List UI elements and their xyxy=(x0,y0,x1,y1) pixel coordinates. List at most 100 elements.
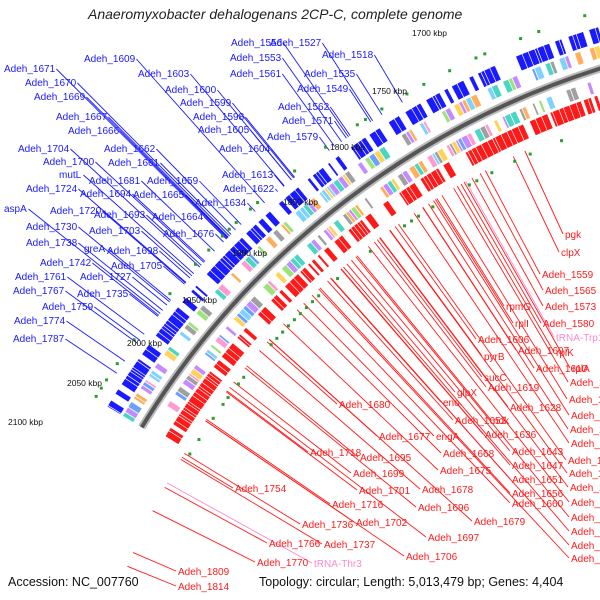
plus-strand-gene xyxy=(432,95,442,110)
minus-strand-gene xyxy=(594,95,600,111)
gc-dot xyxy=(422,82,426,86)
plus-strand-category-mark xyxy=(502,79,513,93)
minus-gene-connector xyxy=(512,156,560,253)
minus-gene-label: Adeh_1620 xyxy=(571,439,600,450)
plus-strand-category-mark xyxy=(487,87,497,100)
plus-strand-gene xyxy=(484,68,496,85)
plus-strand-category-mark xyxy=(508,78,517,91)
plus-strand-category-mark xyxy=(299,207,311,219)
plus-strand-category-mark xyxy=(196,309,209,322)
plus-gene-label: Adeh_1562 xyxy=(278,102,330,113)
minus-strand-category-mark xyxy=(286,261,299,274)
plus-gene-connector xyxy=(163,265,185,285)
plus-strand-gene xyxy=(172,311,187,324)
gc-dot xyxy=(227,227,231,231)
minus-strand-category-mark xyxy=(414,163,424,176)
minus-gene-label: rplA xyxy=(572,364,590,375)
minus-gene-connector xyxy=(180,459,323,545)
minus-strand-category-mark xyxy=(532,103,539,116)
minus-strand-category-mark xyxy=(519,108,527,121)
minus-gene-connector xyxy=(206,419,331,505)
minus-gene-label: ndk xyxy=(493,416,510,427)
minus-strand-category-mark xyxy=(538,100,546,113)
plus-gene-label: Adeh_1671 xyxy=(4,64,56,75)
plus-gene-label: Adeh_1693 xyxy=(94,210,146,221)
plus-strand-category-mark xyxy=(445,107,456,121)
plus-strand-category-mark xyxy=(441,110,451,123)
minus-gene-label: Adeh_1559 xyxy=(542,270,594,281)
plus-strand-gene xyxy=(327,162,339,177)
plus-strand-gene xyxy=(285,194,299,210)
gc-dot xyxy=(304,306,308,310)
minus-gene-label: Adeh_1628 xyxy=(510,403,562,414)
minus-strand-gene xyxy=(285,282,300,298)
minus-strand-gene xyxy=(552,109,565,126)
minus-strand-gene xyxy=(354,223,366,238)
minus-gene-label: Adeh_1565 xyxy=(545,286,597,297)
minus-strand-gene xyxy=(583,98,593,115)
minus-strand-category-mark xyxy=(281,265,294,278)
minus-strand-category-mark xyxy=(346,211,356,223)
plus-strand-gene xyxy=(335,156,348,171)
plus-strand-gene xyxy=(369,131,384,148)
plus-strand-gene xyxy=(318,167,332,184)
plus-strand-gene xyxy=(142,349,158,363)
minus-strand-category-mark xyxy=(177,386,191,398)
plus-strand-category-mark xyxy=(564,56,572,69)
plus-strand-category-mark xyxy=(459,101,467,114)
gc-dot xyxy=(363,117,367,121)
minus-strand-gene xyxy=(365,213,380,230)
minus-strand-gene xyxy=(399,192,409,206)
plus-gene-label: Adeh_1759 xyxy=(42,302,94,313)
plus-strand-category-mark xyxy=(342,174,352,186)
gc-dot xyxy=(281,330,285,334)
plus-strand-gene xyxy=(528,49,540,66)
minus-strand-category-mark xyxy=(383,183,394,196)
minus-gene-connector xyxy=(376,239,483,378)
minus-strand-gene xyxy=(165,431,182,445)
minus-gene-connector xyxy=(246,365,359,458)
gc-dot xyxy=(220,234,224,238)
minus-strand-gene xyxy=(183,407,197,418)
plus-gene-label: Adeh_1676 xyxy=(163,229,215,240)
minus-gene-connector xyxy=(428,203,535,369)
plus-strand-gene xyxy=(543,43,555,60)
minus-strand-gene xyxy=(511,126,524,144)
gc-dot xyxy=(483,52,487,56)
plus-strand-category-mark xyxy=(559,57,569,71)
plus-gene-label: Adeh_1670 xyxy=(25,78,77,89)
plus-strand-category-mark xyxy=(125,407,139,419)
minus-strand-gene xyxy=(205,376,219,387)
minus-gene-connector xyxy=(303,302,435,437)
minus-strand-category-mark xyxy=(451,141,461,154)
plus-gene-connector xyxy=(199,180,242,225)
plus-strand-gene xyxy=(167,314,184,330)
minus-strand-category-mark xyxy=(387,180,398,193)
kbp-tick-label: 1850 kbp xyxy=(283,197,318,207)
minus-strand-category-mark xyxy=(446,144,455,157)
minus-strand-gene xyxy=(279,289,293,303)
minus-strand-gene xyxy=(467,149,479,165)
plus-gene-connector xyxy=(146,214,202,266)
minus-gene-connector xyxy=(229,386,427,538)
plus-strand-gene xyxy=(394,116,407,132)
minus-strand-gene xyxy=(401,188,414,205)
minus-strand-gene xyxy=(588,97,596,113)
plus-strand-gene xyxy=(107,405,121,415)
plus-strand-gene xyxy=(559,39,567,55)
minus-gene-connector xyxy=(266,341,338,405)
plus-strand-category-mark xyxy=(241,260,254,273)
minus-gene-connector xyxy=(205,420,405,557)
plus-strand-category-mark xyxy=(164,350,178,362)
minus-gene-label: rplK xyxy=(556,348,574,359)
minus-gene-connector xyxy=(422,207,569,430)
plus-strand-category-mark xyxy=(419,122,429,135)
plus-strand-category-mark xyxy=(409,129,418,142)
plus-gene-label: Adeh_1605 xyxy=(198,125,250,136)
minus-gene-label: clpX xyxy=(561,248,581,259)
minus-strand-gene xyxy=(289,278,304,293)
plus-gene-label: Adeh_1681 xyxy=(89,176,141,187)
minus-gene-connector xyxy=(479,173,544,291)
plus-strand-gene xyxy=(405,108,419,126)
plus-gene-connector xyxy=(271,148,295,178)
